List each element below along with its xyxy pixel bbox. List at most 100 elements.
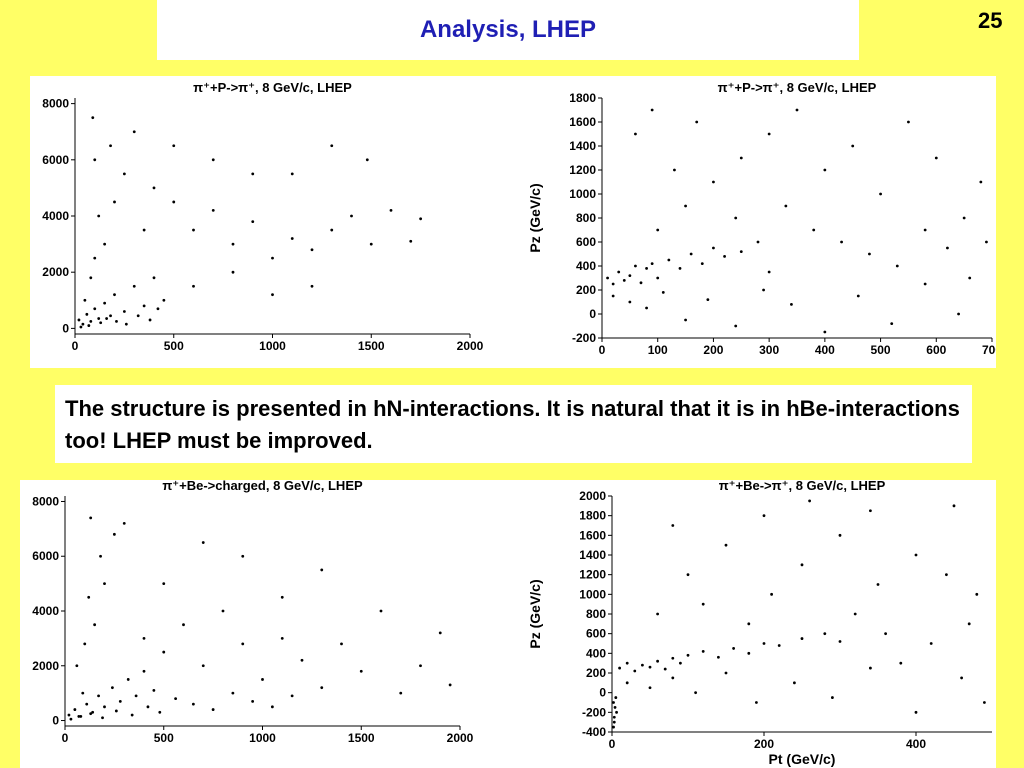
slide-title: Analysis, LHEP bbox=[419, 16, 597, 43]
scatter-point bbox=[661, 291, 665, 294]
scatter-point bbox=[734, 324, 738, 328]
scatter-point bbox=[85, 312, 89, 316]
scatter-point bbox=[952, 504, 956, 508]
scatter-point bbox=[838, 640, 842, 643]
scatter-point bbox=[134, 694, 138, 698]
y-tick-label: 400 bbox=[576, 259, 596, 273]
y-tick-label: 1600 bbox=[579, 528, 606, 542]
scatter-point bbox=[152, 276, 156, 280]
scatter-point bbox=[130, 713, 134, 717]
scatter-point bbox=[399, 691, 403, 695]
scatter-point bbox=[617, 270, 621, 274]
y-tick-label: 0 bbox=[589, 307, 596, 321]
x-tick-label: 400 bbox=[906, 737, 926, 751]
scatter-point bbox=[79, 325, 83, 329]
scatter-point bbox=[656, 659, 659, 663]
scatter-point bbox=[103, 705, 106, 709]
scatter-point bbox=[101, 716, 104, 720]
scatter-point bbox=[800, 637, 804, 640]
scatter-point bbox=[87, 595, 91, 599]
scatter-point bbox=[122, 172, 126, 176]
y-tick-label: 200 bbox=[576, 283, 596, 297]
scatter-point bbox=[320, 568, 324, 572]
scatter-point bbox=[192, 228, 195, 232]
scatter-point bbox=[359, 669, 363, 673]
y-tick-label: 1000 bbox=[579, 587, 606, 601]
scatter-point bbox=[767, 132, 771, 136]
scatter-point bbox=[639, 281, 643, 285]
scatter-point bbox=[91, 116, 95, 120]
scatter-point bbox=[271, 256, 274, 260]
scatter-point bbox=[777, 644, 781, 647]
scatter-point bbox=[192, 284, 195, 288]
scatter-point bbox=[762, 642, 766, 645]
scatter-point bbox=[914, 710, 918, 714]
scatter-point bbox=[613, 706, 617, 709]
scatter-point bbox=[628, 274, 632, 277]
scatter-point bbox=[67, 713, 71, 717]
y-tick-label: 600 bbox=[586, 627, 606, 641]
x-tick-label: 200 bbox=[703, 343, 723, 357]
scatter-point bbox=[679, 661, 682, 665]
scatter-point bbox=[162, 298, 166, 302]
scatter-point bbox=[869, 509, 872, 513]
scatter-point bbox=[694, 691, 697, 695]
note-text: The structure is presented in hN-interac… bbox=[55, 385, 972, 463]
scatter-point bbox=[69, 717, 73, 721]
x-tick-label: 300 bbox=[759, 343, 779, 357]
scatter-point bbox=[369, 242, 373, 246]
scatter-point bbox=[73, 708, 77, 711]
scatter-point bbox=[300, 658, 304, 662]
y-tick-label: 1600 bbox=[569, 115, 596, 129]
y-tick-label: -200 bbox=[582, 705, 606, 719]
y-tick-label: 0 bbox=[62, 321, 69, 335]
scatter-point bbox=[686, 573, 690, 577]
scatter-point bbox=[612, 725, 615, 729]
x-axis-label: Pt (GeV/c) bbox=[769, 751, 836, 767]
scatter-point bbox=[612, 720, 616, 724]
top-charts-panel: π⁺+P->π⁺, 8 GeV/c, LHEP 0 500 1000 1500 2000 0… bbox=[30, 76, 996, 368]
scatter-point bbox=[645, 306, 648, 310]
y-tick-label: 800 bbox=[586, 607, 606, 621]
scatter-point bbox=[142, 304, 146, 308]
y-tick-label: -200 bbox=[572, 331, 596, 345]
scatter-point bbox=[103, 582, 106, 586]
scatter-point bbox=[419, 217, 423, 221]
scatter-point bbox=[914, 553, 918, 557]
scatter-point bbox=[823, 632, 827, 636]
scatter-point bbox=[162, 650, 166, 654]
scatter-point bbox=[739, 156, 743, 160]
scatter-point bbox=[853, 612, 857, 616]
x-tick-label: 1000 bbox=[249, 731, 276, 745]
chart-pi-p-pz: π⁺+P->π⁺, 8 GeV/c, LHEP 0 100 200 300 400 500 6… bbox=[527, 80, 996, 357]
scatter-point bbox=[895, 264, 899, 268]
scatter-point bbox=[75, 664, 79, 668]
scatter-point bbox=[320, 686, 324, 690]
scatter-point bbox=[97, 214, 101, 218]
x-tick-label: 200 bbox=[754, 737, 774, 751]
page-number: 25 bbox=[978, 8, 1003, 33]
x-tick-label: 2000 bbox=[457, 339, 484, 353]
scatter-point bbox=[625, 681, 629, 685]
scatter-point bbox=[923, 228, 927, 232]
x-tick-label: 700 bbox=[982, 343, 996, 357]
scatter-point bbox=[663, 667, 667, 671]
scatter-point bbox=[907, 120, 910, 124]
scatter-point bbox=[152, 186, 156, 190]
scatter-point bbox=[840, 240, 843, 244]
scatter-point bbox=[656, 276, 660, 280]
scatter-point bbox=[967, 622, 971, 626]
x-tick-label: 0 bbox=[62, 731, 69, 745]
scatter-point bbox=[968, 276, 972, 280]
scatter-point bbox=[241, 642, 245, 646]
scatter-point bbox=[724, 543, 728, 547]
scatter-point bbox=[142, 228, 146, 232]
scatter-point bbox=[856, 294, 860, 298]
scatter-point bbox=[678, 267, 682, 270]
x-tick-label: 600 bbox=[926, 343, 946, 357]
scatter-point bbox=[622, 279, 626, 282]
scatter-point bbox=[146, 705, 150, 709]
y-tick-label: 1200 bbox=[579, 568, 606, 582]
scatter-point bbox=[340, 642, 343, 646]
scatter-point bbox=[838, 533, 842, 537]
